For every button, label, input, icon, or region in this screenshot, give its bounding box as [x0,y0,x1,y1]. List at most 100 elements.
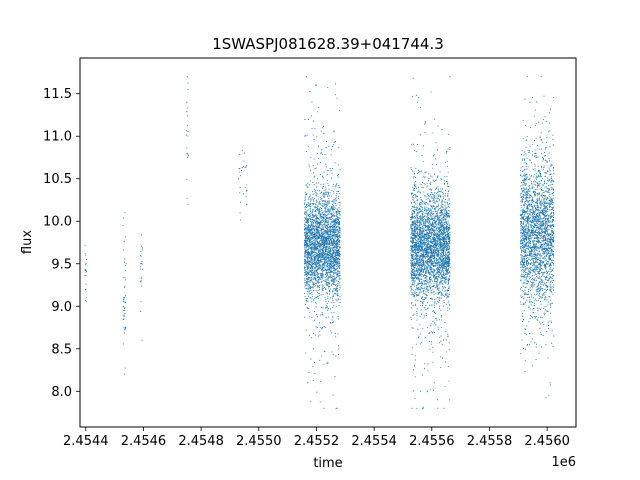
data-point [317,244,319,246]
data-point [123,308,125,310]
data-point [333,270,335,272]
data-point [312,259,314,261]
data-point [523,169,525,171]
data-point [438,207,440,210]
data-point [325,279,327,281]
data-point [310,223,312,225]
data-point [428,214,430,216]
data-point [315,195,317,197]
data-point [326,202,328,204]
data-point [306,232,308,234]
data-point [436,319,438,321]
data-point [410,267,413,269]
data-point [338,348,340,350]
data-point [329,210,331,212]
data-point [316,207,318,209]
data-point [333,199,335,201]
data-point [318,267,320,269]
data-point [318,209,320,211]
data-point [321,210,323,212]
data-point [315,206,317,208]
data-point [335,266,337,268]
data-point [416,203,418,205]
data-point [337,217,339,219]
data-point [316,254,318,256]
data-point [425,297,427,299]
data-point [186,198,188,200]
data-point [326,207,328,209]
data-point [331,238,333,240]
data-point [326,204,328,207]
data-point [323,239,325,241]
data-point [320,239,322,241]
data-point [427,241,429,243]
data-point [310,213,312,215]
data-point [338,217,340,219]
data-point [187,131,189,133]
data-point [318,230,320,232]
data-point [310,249,312,251]
data-point [330,208,332,210]
data-point [338,207,340,209]
data-point [330,216,332,219]
data-point [304,249,307,251]
data-point [307,182,309,184]
data-point [312,224,314,226]
data-point [422,228,424,230]
data-point [335,198,337,200]
data-point [336,300,338,302]
data-point [449,203,451,205]
data-point [323,246,325,248]
data-point [336,237,339,239]
data-point [306,264,308,266]
data-point [431,332,433,334]
data-point [315,84,318,86]
data-point [331,297,334,299]
data-point [335,246,337,248]
data-point [329,282,331,285]
data-point [309,196,311,198]
data-point [337,218,339,221]
data-point [318,288,320,290]
data-point [326,180,328,182]
data-point [324,207,326,210]
data-point [85,269,87,271]
data-point [306,242,308,244]
data-point [326,170,329,172]
data-point [319,249,321,251]
data-point [322,218,325,220]
data-point [412,266,414,268]
data-point [326,305,328,307]
data-point [336,228,338,230]
data-point [329,200,331,202]
data-point [331,232,333,234]
data-point [336,212,338,214]
data-point [333,279,335,281]
data-point [306,227,308,229]
data-point [328,203,330,205]
data-point [325,305,327,307]
data-point [315,270,317,272]
data-point [321,288,323,290]
data-point [304,223,306,225]
data-point [325,247,327,249]
data-point [332,253,334,255]
data-point [333,141,335,143]
data-point [323,230,326,232]
data-point [330,252,332,254]
data-point [331,148,333,151]
data-point [309,239,311,242]
data-point [307,245,309,247]
data-point [338,274,340,277]
data-point [318,232,320,234]
data-point [444,193,447,195]
data-point [322,200,324,202]
data-point [312,165,314,167]
data-point [428,178,430,180]
data-point [309,233,311,235]
data-point [330,250,332,252]
data-point [417,238,420,240]
data-point [418,226,420,228]
data-point [314,168,316,170]
data-point [338,197,340,199]
